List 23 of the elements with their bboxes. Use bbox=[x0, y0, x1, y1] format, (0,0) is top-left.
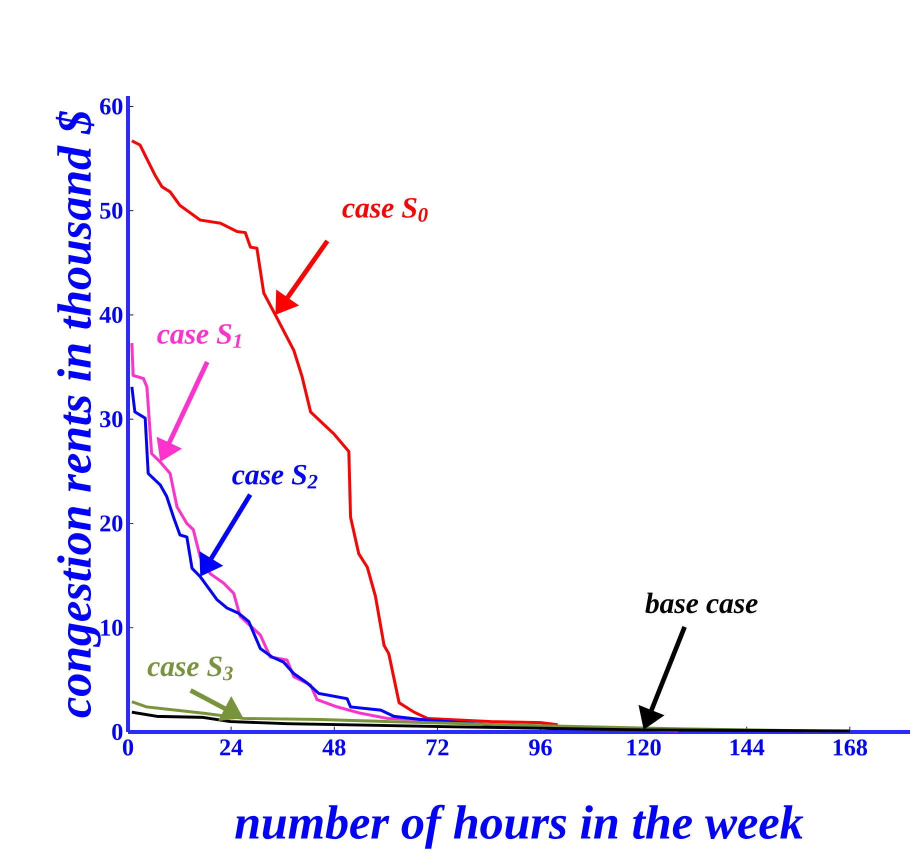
x-axis-title: number of hours in the week bbox=[235, 804, 804, 849]
x-tick-label: 24 bbox=[220, 739, 243, 756]
x-tick-label: 48 bbox=[322, 739, 346, 756]
text: base case bbox=[645, 592, 758, 614]
y-tick-label: 40 bbox=[100, 306, 122, 324]
x-tick-label: 72 bbox=[426, 739, 448, 756]
x-tick-label: 96 bbox=[529, 739, 552, 756]
y-tick-label: 30 bbox=[100, 411, 122, 428]
y-tick-label: 20 bbox=[100, 515, 122, 532]
series-label: case S$_{1}$ bbox=[157, 324, 241, 348]
y-tick-label: 0 bbox=[112, 724, 122, 740]
x-tick-label: 120 bbox=[628, 739, 661, 756]
text: case S$_{0}$ bbox=[342, 198, 428, 222]
y-axis-title: congestion rents in thousand $ bbox=[56, 110, 101, 718]
y-tick-label: 50 bbox=[100, 202, 122, 219]
series-label: case S$_{3}$ bbox=[148, 656, 233, 680]
x-tick-label: 168 bbox=[834, 739, 868, 756]
y-tick-label: 60 bbox=[100, 98, 122, 115]
text: case S$_{2}$ bbox=[232, 464, 318, 488]
x-tick-label: 0 bbox=[122, 739, 134, 756]
y-tick-label: 10 bbox=[101, 620, 122, 636]
line-series bbox=[130, 139, 560, 726]
x-tick-label: 144 bbox=[730, 739, 764, 756]
